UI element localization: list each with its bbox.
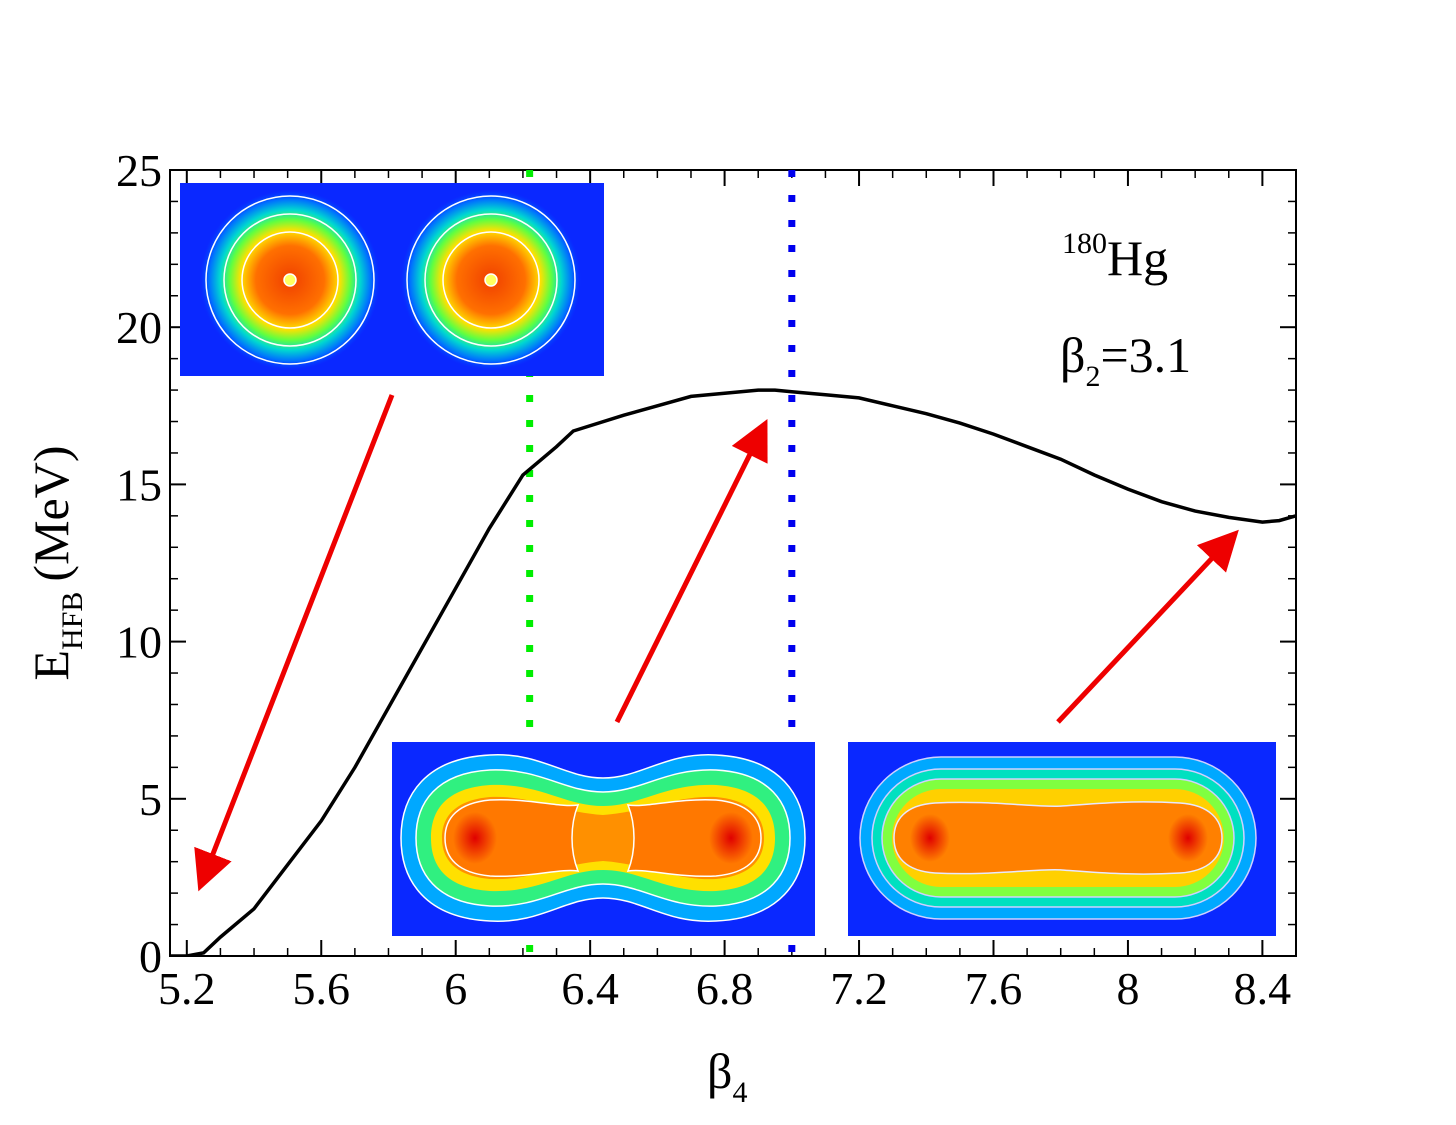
arrows bbox=[194, 394, 1239, 892]
arrow-3 bbox=[1056, 529, 1239, 724]
x-tick-label: 5.2 bbox=[158, 963, 216, 1014]
y-tick-label: 20 bbox=[116, 302, 162, 353]
y-axis-title: EHFB(MeV) bbox=[23, 446, 89, 681]
beta2-label: β2=3.1 bbox=[1060, 327, 1191, 393]
tick-labels: 5.2 5.6 6 6.4 6.8 7.2 7.6 8 8.4 0 5 10 15 20 25 bbox=[116, 145, 1291, 1014]
arrow-2 bbox=[614, 419, 768, 724]
x-tick-label: 6 bbox=[444, 963, 467, 1014]
x-tick-label: 5.6 bbox=[293, 963, 351, 1014]
x-tick-label: 8 bbox=[1116, 963, 1139, 1014]
x-tick-label: 8.4 bbox=[1234, 963, 1292, 1014]
x-tick-label: 6.8 bbox=[696, 963, 754, 1014]
inset-necked bbox=[392, 742, 815, 936]
arrow-1 bbox=[194, 394, 395, 892]
x-tick-label: 7.2 bbox=[830, 963, 888, 1014]
energy-curve bbox=[170, 388, 1296, 956]
y-tick-label: 0 bbox=[139, 931, 162, 982]
plot-frame bbox=[169, 169, 1297, 957]
nucleus-label: 180Hg bbox=[1062, 227, 1168, 286]
x-tick-label: 7.6 bbox=[965, 963, 1023, 1014]
inset-elongated bbox=[848, 742, 1276, 936]
inset-two-spheres bbox=[180, 183, 604, 376]
y-tick-label: 15 bbox=[116, 459, 162, 510]
y-tick-label: 25 bbox=[116, 145, 162, 196]
x-axis-title: β4 bbox=[707, 1043, 747, 1109]
y-tick-label: 5 bbox=[139, 774, 162, 825]
y-tick-label: 10 bbox=[116, 617, 162, 668]
x-tick-label: 6.4 bbox=[561, 963, 619, 1014]
